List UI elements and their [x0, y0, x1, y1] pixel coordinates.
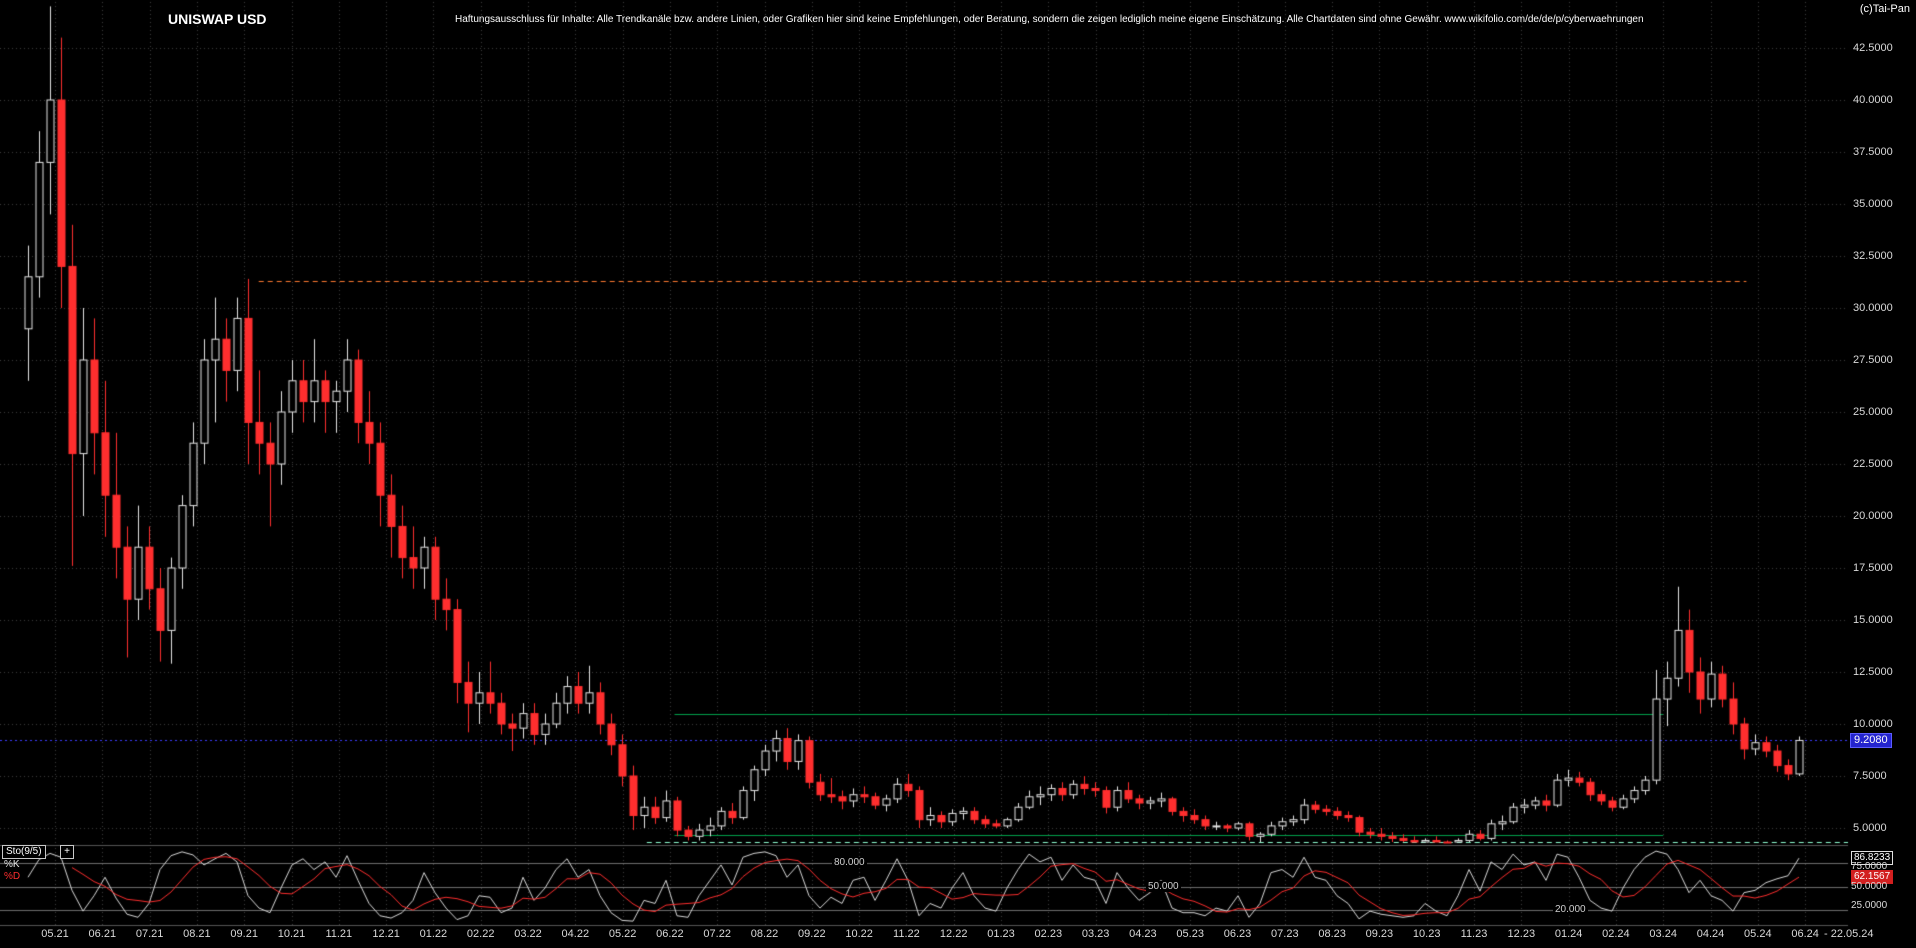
- price-axis-label: 7.5000: [1853, 770, 1887, 782]
- time-axis-label: 05.21: [41, 928, 69, 940]
- price-axis-label: 25.0000: [1853, 406, 1893, 418]
- price-axis-label: 15.0000: [1853, 614, 1893, 626]
- time-axis-label: 06.23: [1223, 928, 1252, 940]
- stoch-scale-label-75: 75.0000: [1851, 861, 1888, 872]
- time-axis-label: 06.22: [656, 928, 684, 940]
- price-axis-label: 12.5000: [1853, 666, 1893, 678]
- price-axis-label: 32.5000: [1853, 250, 1893, 262]
- stoch-d-label: %D: [4, 871, 21, 882]
- time-axis-label: 07.21: [135, 928, 164, 940]
- time-axis-label: 03.24: [1649, 928, 1677, 940]
- price-axis-label: 27.5000: [1853, 354, 1893, 366]
- time-axis-label: 04.24: [1696, 928, 1725, 940]
- stoch-k-label: %K: [4, 859, 20, 870]
- time-axis-label: 12.22: [939, 928, 968, 940]
- time-axis-label: 08.21: [183, 928, 211, 940]
- time-axis-label: 10.23: [1412, 928, 1441, 940]
- time-axis-label: 09.23: [1365, 928, 1394, 940]
- price-axis-label: 5.0000: [1853, 822, 1887, 834]
- stoch-level-label: 80.000: [832, 857, 867, 869]
- price-axis-label: 42.5000: [1853, 42, 1893, 54]
- price-axis-label: 20.0000: [1853, 510, 1893, 522]
- time-axis-label: 12.21: [372, 928, 400, 940]
- time-axis-label: 11.21: [325, 928, 353, 940]
- price-axis-label: 35.0000: [1853, 198, 1893, 210]
- current-price-label: 9.2080: [1850, 733, 1892, 748]
- price-axis-label: 17.5000: [1853, 562, 1893, 574]
- time-axis-label: 09.22: [798, 928, 826, 940]
- price-axis-label: 10.0000: [1853, 718, 1893, 730]
- time-axis-label: 10.22: [845, 928, 873, 940]
- time-axis-label: 08.23: [1318, 928, 1346, 940]
- chart-title: UNISWAP USD: [168, 11, 267, 27]
- time-axis-label: 09.21: [230, 928, 258, 940]
- time-axis-label: 06.21: [88, 928, 117, 940]
- time-axis-label: 04.22: [561, 928, 590, 940]
- stoch-level-label: 20.000: [1553, 903, 1588, 915]
- time-axis-label: 03.22: [514, 928, 542, 940]
- price-axis-label: 22.5000: [1853, 458, 1893, 470]
- time-axis-label: 11.23: [1460, 928, 1488, 940]
- copyright-label: (c)Tai-Pan: [1859, 3, 1910, 15]
- time-axis-label: 08.22: [750, 928, 779, 940]
- time-axis-label: 05.24: [1744, 928, 1772, 940]
- time-axis-label: 05.23: [1176, 928, 1204, 940]
- stoch-k-value-label: 86.8233: [1851, 851, 1894, 865]
- price-axis-label: 40.0000: [1853, 94, 1893, 106]
- time-axis-label: 07.22: [703, 928, 731, 940]
- time-axis-label: 04.23: [1129, 928, 1157, 940]
- stoch-scale-label-25: 25.0000: [1851, 900, 1888, 911]
- axis-end-date-label: - 22.05.24: [1824, 928, 1874, 940]
- time-axis-label: 06.24: [1791, 928, 1819, 940]
- stoch-scale-label-50: 50.0000: [1851, 881, 1888, 892]
- time-axis-label: 03.23: [1081, 928, 1110, 940]
- stochastic-indicator-button[interactable]: Sto(9/5): [2, 845, 46, 859]
- expand-indicator-icon[interactable]: +: [60, 845, 74, 859]
- time-axis-label: 01.23: [987, 928, 1015, 940]
- time-axis-label: 11.22: [893, 928, 920, 940]
- price-axis-label: 30.0000: [1853, 302, 1893, 314]
- time-axis-label: 12.23: [1507, 928, 1536, 940]
- time-axis-label: 05.22: [608, 928, 637, 940]
- time-axis-label: 02.22: [466, 928, 495, 940]
- disclaimer-text: Haftungsausschluss für Inhalte: Alle Tre…: [455, 14, 1644, 25]
- price-axis-label: 37.5000: [1853, 146, 1893, 158]
- stoch-level-label: 50.000: [1146, 880, 1181, 892]
- time-axis-label: 10.21: [277, 928, 306, 940]
- time-axis-label: 01.24: [1554, 928, 1583, 940]
- stoch-d-value-label: 62.1567: [1851, 870, 1894, 884]
- time-axis-label: 02.24: [1602, 928, 1630, 940]
- time-axis-label: 01.22: [419, 928, 448, 940]
- time-axis-label: 02.23: [1034, 928, 1063, 940]
- time-axis-label: 07.23: [1271, 928, 1299, 940]
